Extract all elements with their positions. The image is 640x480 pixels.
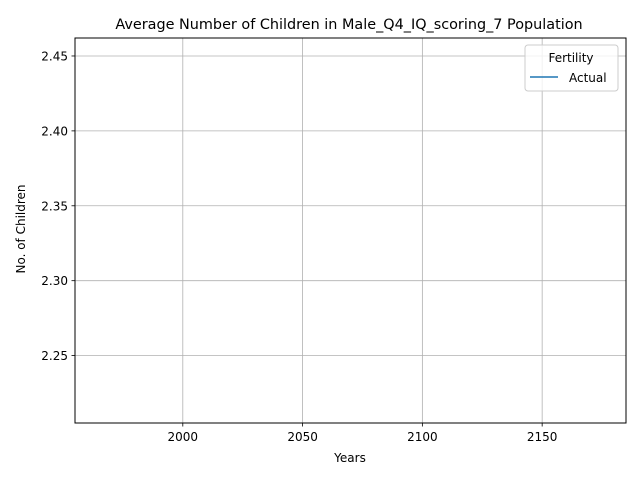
x-tick-label: 2100 — [407, 430, 438, 444]
x-axis-ticks: 2000 2050 2100 2150 — [168, 423, 558, 444]
y-tick-label: 2.40 — [41, 124, 68, 138]
grid — [75, 38, 626, 423]
y-tick-label: 2.45 — [41, 49, 68, 63]
legend-label-actual: Actual — [569, 71, 607, 85]
legend: Fertility Actual — [524, 44, 619, 92]
y-axis-label: No. of Children — [14, 184, 28, 273]
chart-title: Average Number of Children in Male_Q4_IQ… — [115, 17, 582, 33]
y-tick-label: 2.35 — [41, 199, 68, 213]
y-tick-label: 2.30 — [41, 274, 68, 288]
x-axis-label: Years — [333, 451, 366, 465]
y-tick-label: 2.25 — [41, 349, 68, 363]
x-tick-label: 2050 — [287, 430, 318, 444]
x-tick-label: 2150 — [527, 430, 558, 444]
legend-box — [524, 44, 619, 92]
plot-frame — [74, 37, 627, 424]
y-axis-ticks: 2.25 2.30 2.35 2.40 2.45 — [41, 49, 75, 363]
x-tick-label: 2000 — [168, 430, 199, 444]
legend-title: Fertility — [548, 51, 593, 65]
